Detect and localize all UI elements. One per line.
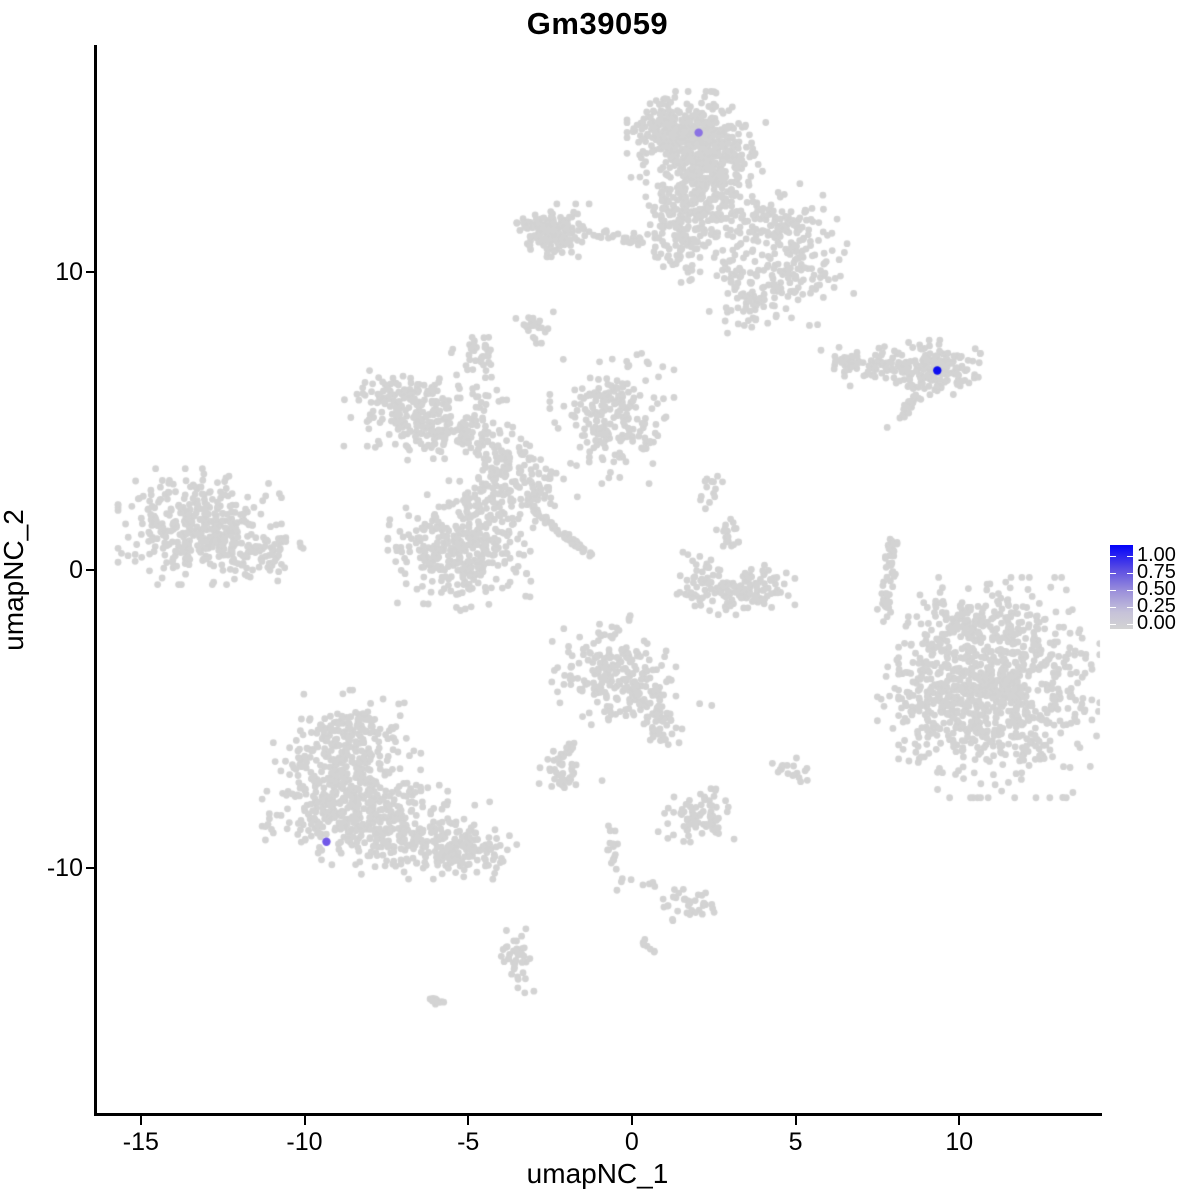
plot-title: Gm39059 bbox=[526, 6, 669, 41]
x-tick-mark bbox=[467, 1116, 470, 1125]
y-tick-label: 0 bbox=[69, 555, 83, 584]
colorbar-label: 1.00 bbox=[1137, 544, 1176, 566]
x-axis-line bbox=[94, 1113, 1102, 1116]
colorbar-label: 0.00 bbox=[1137, 612, 1176, 634]
colorbar-tick bbox=[1110, 573, 1116, 574]
colorbar-tick bbox=[1110, 590, 1116, 591]
x-tick-label: 0 bbox=[624, 1128, 639, 1156]
y-tick-mark bbox=[86, 568, 95, 571]
colorbar-tick bbox=[1110, 624, 1116, 625]
x-tick-mark bbox=[139, 1116, 142, 1125]
colorbar-tick bbox=[1110, 607, 1116, 608]
colorbar-gradient bbox=[1110, 545, 1133, 629]
y-tick-mark bbox=[86, 866, 95, 869]
y-axis-title: umapNC_2 bbox=[0, 509, 29, 651]
x-tick-label: 10 bbox=[945, 1128, 974, 1156]
colorbar-label: 0.25 bbox=[1137, 595, 1176, 617]
y-tick-mark bbox=[86, 270, 95, 273]
x-axis-title: umapNC_1 bbox=[526, 1158, 669, 1189]
colorbar-labels: 1.00 0.75 0.50 0.25 0.00 bbox=[1137, 544, 1176, 634]
x-tick-label: -5 bbox=[457, 1128, 480, 1156]
y-tick-label: 10 bbox=[55, 257, 83, 286]
colorbar-tick bbox=[1127, 590, 1133, 591]
x-tick-mark bbox=[794, 1116, 797, 1125]
colorbar-tick bbox=[1127, 607, 1133, 608]
colorbar-label: 0.75 bbox=[1137, 561, 1176, 583]
x-tick-mark bbox=[630, 1116, 633, 1125]
y-tick-label: -10 bbox=[46, 853, 83, 882]
colorbar-label: 0.50 bbox=[1137, 578, 1176, 600]
x-tick-mark bbox=[303, 1116, 306, 1125]
colorbar-tick bbox=[1127, 556, 1133, 557]
x-tick-label: -15 bbox=[122, 1128, 159, 1156]
x-tick-label: -10 bbox=[286, 1128, 323, 1156]
x-tick-mark bbox=[958, 1116, 961, 1125]
x-tick-label: 5 bbox=[788, 1128, 803, 1156]
colorbar-tick bbox=[1127, 573, 1133, 574]
colorbar-tick bbox=[1127, 624, 1133, 625]
colorbar-tick bbox=[1110, 556, 1116, 557]
y-axis-line bbox=[94, 45, 97, 1116]
